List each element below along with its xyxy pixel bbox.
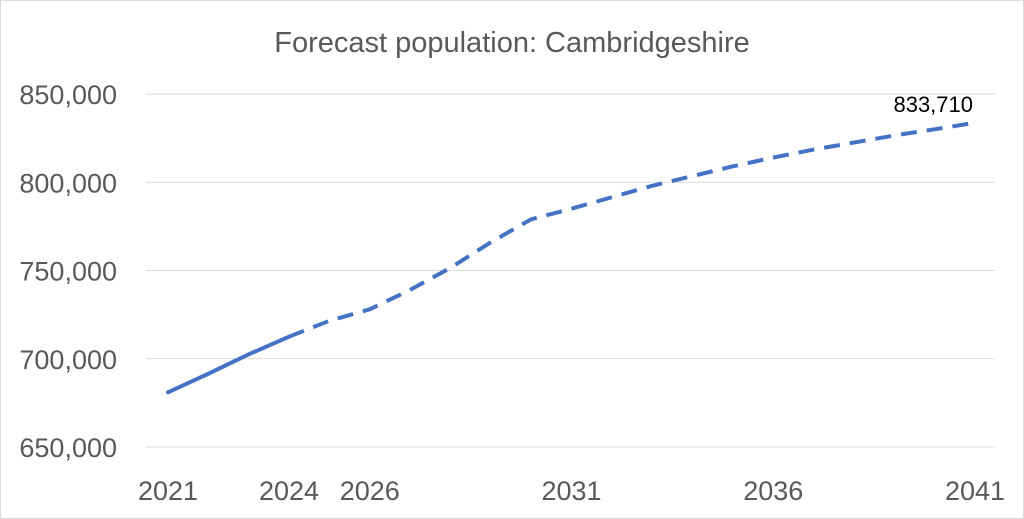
gridlines [146,93,995,448]
chart-title: Forecast population: Cambridgeshire [274,27,750,59]
y-tick-label: 850,000 [19,80,117,110]
x-tick-label: 2024 [259,476,319,506]
x-tick-label: 2026 [340,476,400,506]
data-labels: 833,710 [893,92,973,117]
data-label: 833,710 [893,92,973,117]
y-tick-label: 650,000 [19,433,117,463]
y-axis-ticks: 650,000 700,000 750,000 800,000 850,000 [19,80,117,463]
y-tick-label: 700,000 [19,345,117,375]
y-tick-label: 750,000 [19,257,117,287]
series-line-actual [166,334,292,395]
x-tick-label: 2041 [945,476,1005,506]
series-lines [166,120,977,395]
data-point [892,133,896,137]
x-tick-label: 2031 [541,476,601,506]
x-axis-ticks: 2021 2024 2026 2031 2036 2041 [138,476,1005,506]
x-tick-label: 2036 [743,476,803,506]
data-point [448,266,452,270]
y-tick-label: 800,000 [19,168,117,198]
series-line-forecast [288,120,976,339]
data-point [691,174,695,178]
data-point [973,121,977,125]
x-tick-label: 2021 [138,476,198,506]
